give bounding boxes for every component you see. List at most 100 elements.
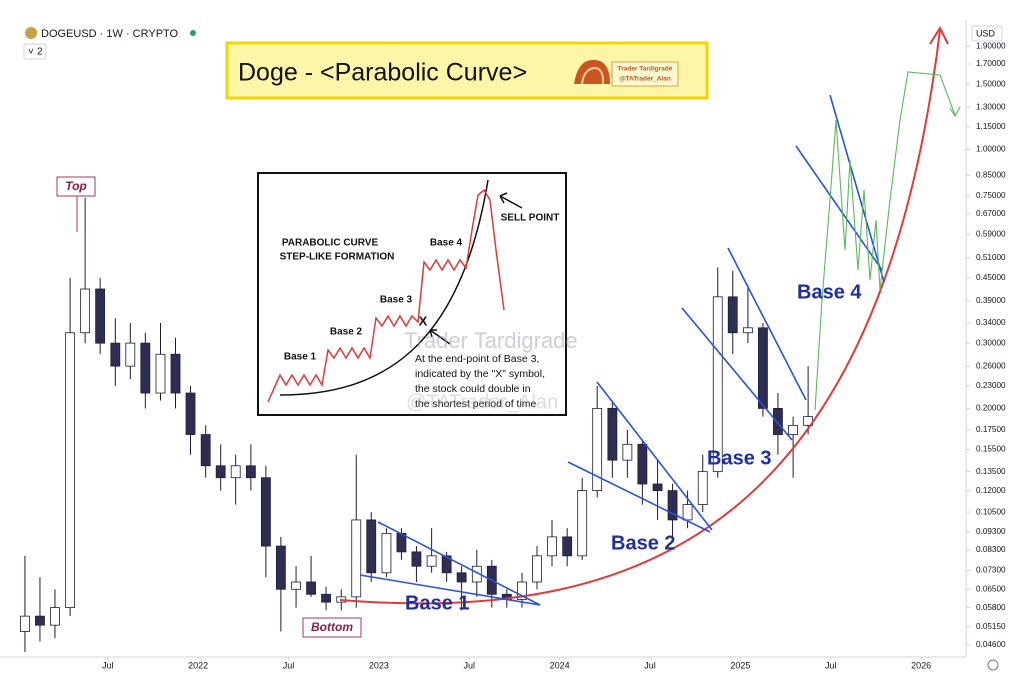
candle-body	[321, 593, 331, 603]
candle-body	[712, 296, 723, 473]
inset-base: Base 2	[330, 327, 363, 338]
logo-detail	[581, 66, 605, 85]
inset-curve	[279, 179, 489, 396]
note-line: the stock could double in	[415, 383, 531, 395]
x-tick-label: Jul	[283, 660, 295, 670]
candle-body	[607, 407, 618, 461]
y-tick-label: 0.45000	[976, 273, 1006, 282]
base-label: Base 4	[797, 281, 862, 303]
candle-body	[622, 443, 633, 461]
candle-body	[456, 572, 467, 583]
candle-body	[291, 581, 301, 590]
badge-text: 2	[37, 47, 43, 58]
y-tick-label: 0.75000	[976, 191, 1006, 200]
y-tick-label: 0.26000	[976, 361, 1006, 370]
y-tick-label: 0.06500	[976, 584, 1006, 593]
candle-body	[637, 443, 648, 485]
inset-heading: STEP-LIKE FORMATION	[280, 252, 395, 263]
x-arrow	[429, 329, 451, 345]
y-tick-label: 0.30000	[976, 338, 1006, 347]
coin-icon	[25, 27, 37, 39]
brand-box	[611, 61, 679, 87]
candle-body	[381, 532, 392, 574]
note-line: the shortest period of time	[415, 398, 537, 410]
candle-body	[245, 465, 256, 479]
inset-base: Base 3	[380, 295, 413, 306]
candle-body	[532, 555, 542, 583]
note-line: At the end-point of Base 3,	[415, 353, 539, 365]
candle-body	[577, 490, 588, 557]
x-tick-label: Jul	[463, 660, 475, 670]
x-tick-label: Jul	[644, 660, 656, 670]
y-tick-label: 0.39000	[976, 296, 1006, 305]
x-mark: X	[419, 313, 428, 328]
candle-body	[230, 465, 241, 479]
candle-body	[758, 327, 768, 409]
candle-body	[547, 536, 557, 557]
y-tick-label: 1.30000	[976, 102, 1006, 111]
y-tick-label: 0.07300	[976, 566, 1006, 575]
parabolic-curve	[339, 29, 941, 605]
y-tick-label: 0.34000	[976, 318, 1006, 327]
y-tick-label: 0.20000	[976, 404, 1006, 413]
candle-body	[697, 471, 708, 505]
base-label: Base 2	[611, 532, 676, 554]
y-tick-label: 0.51000	[976, 253, 1006, 262]
candle-body	[80, 288, 91, 334]
inset	[257, 172, 567, 416]
candle-body	[275, 545, 286, 590]
watermark: @TATrader_Alan	[406, 391, 558, 413]
currency-box[interactable]	[971, 25, 1003, 42]
y-tick-label: 0.13500	[976, 467, 1006, 476]
x-tick-label: 2022	[188, 660, 208, 670]
candle-body	[441, 555, 452, 574]
y-tick-label: 0.59000	[976, 229, 1006, 238]
candle-body	[773, 407, 783, 435]
inset-heading: PARABOLIC CURVE	[282, 238, 379, 249]
candle-body	[185, 392, 196, 435]
sell-arrow	[499, 192, 523, 209]
candle-body	[125, 342, 136, 367]
candle-body	[667, 490, 678, 521]
currency: USD	[976, 28, 996, 38]
y-tick-label: 1.15000	[976, 122, 1006, 131]
y-tick-label: 1.00000	[976, 145, 1006, 154]
candle-body	[743, 327, 753, 334]
candle-body	[215, 465, 226, 479]
x-tick-label: Jul	[102, 660, 114, 670]
banner-title: Doge - <Parabolic Curve>	[238, 59, 527, 87]
handle: @TATrader_Alan	[619, 76, 671, 83]
y-tick-label: 0.04600	[976, 640, 1006, 649]
candle-body	[35, 615, 45, 626]
inset-note: At the end-point of Base 3, indicated by…	[415, 353, 545, 410]
y-tick-label: 1.50000	[976, 79, 1006, 88]
candle-body	[727, 296, 738, 334]
status-dot	[190, 30, 196, 36]
y-tick-label: 0.10500	[976, 507, 1006, 516]
base-label: Base 1	[405, 592, 470, 614]
y-tick-label: 1.70000	[976, 59, 1006, 68]
y-tick-label: 0.67000	[976, 209, 1006, 218]
y-tick-label: 0.09300	[976, 527, 1006, 536]
y-tick-label: 0.85000	[976, 171, 1006, 180]
y-tick-label: 1.90000	[976, 41, 1006, 50]
x-tick-label: 2024	[550, 660, 570, 670]
candle-body	[260, 477, 271, 547]
inset-base: Base 4	[430, 238, 463, 249]
inset-steps	[267, 188, 505, 403]
candle-body	[592, 407, 603, 491]
candle-body	[155, 353, 166, 394]
candle-body	[652, 483, 663, 491]
candle-body	[411, 551, 422, 567]
candle-body	[65, 332, 76, 608]
y-tick-label: 0.05150	[976, 622, 1006, 631]
settings-icon[interactable]	[987, 659, 999, 671]
x-tick-label: 2025	[730, 660, 750, 670]
x-tick-label: Jul	[825, 660, 837, 670]
candle-body	[306, 581, 316, 595]
candle-body	[140, 342, 151, 394]
badge[interactable]	[23, 43, 47, 60]
bottom-label: Bottom	[311, 620, 353, 634]
top-box	[56, 176, 96, 197]
candle-body	[170, 353, 181, 394]
